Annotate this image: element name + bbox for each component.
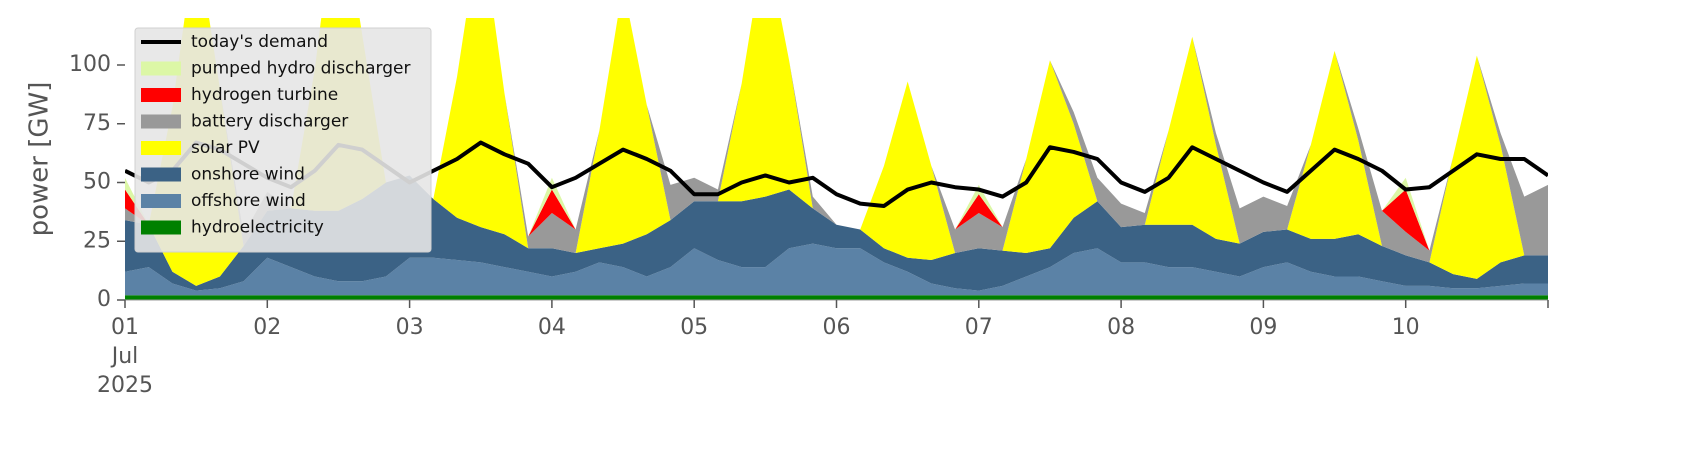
y-tick-label: 100 (69, 52, 111, 77)
y-tick-label: 25 (83, 228, 111, 253)
y-tick-label: 75 (83, 111, 111, 136)
x-tick-label: 10 (1391, 315, 1420, 340)
legend-swatch (141, 88, 181, 102)
legend-label: onshore wind (191, 165, 305, 185)
legend-label: solar PV (191, 138, 260, 158)
legend-swatch (141, 220, 181, 235)
legend-swatch (141, 167, 181, 182)
x-tick-label: 09 (1249, 315, 1278, 340)
y-tick-label: 0 (97, 287, 111, 312)
legend-label: battery discharger (191, 112, 348, 132)
x-tick-label: 08 (1107, 315, 1136, 340)
area (125, 18, 1548, 286)
legend-swatch (141, 61, 181, 76)
y-axis-label: power [GW] (25, 82, 55, 237)
area (125, 18, 1548, 251)
y-tick-label: 50 (83, 170, 111, 195)
legend-swatch (141, 194, 181, 208)
x-tick-label: 01 Jul 2025 (97, 315, 153, 398)
x-tick-label: 02 (253, 315, 282, 340)
x-tick-label: 04 (537, 315, 566, 340)
area (125, 175, 1548, 291)
legend-box (134, 27, 432, 253)
legend-label: hydroelectricity (191, 218, 324, 238)
legend-label: today's demand (191, 32, 328, 52)
axes: 0 25 50 75 100 (69, 52, 1549, 312)
legend-label: offshore wind (191, 191, 306, 211)
plot-area (125, 18, 1548, 300)
legend-label: pumped hydro discharger (191, 59, 410, 79)
x-tick-label: 07 (964, 315, 993, 340)
x-tick-label: 05 (680, 315, 709, 340)
area (125, 243, 1548, 296)
legend-label: hydrogen turbine (191, 85, 338, 105)
x-tick-label: 03 (395, 315, 424, 340)
x-tick-label: 06 (822, 315, 851, 340)
legend-swatch (141, 141, 181, 155)
area (125, 18, 1548, 263)
legend-swatch (141, 114, 181, 129)
legend: today's demand pumped hydro discharger hyd… (134, 27, 432, 253)
area (125, 295, 1548, 300)
